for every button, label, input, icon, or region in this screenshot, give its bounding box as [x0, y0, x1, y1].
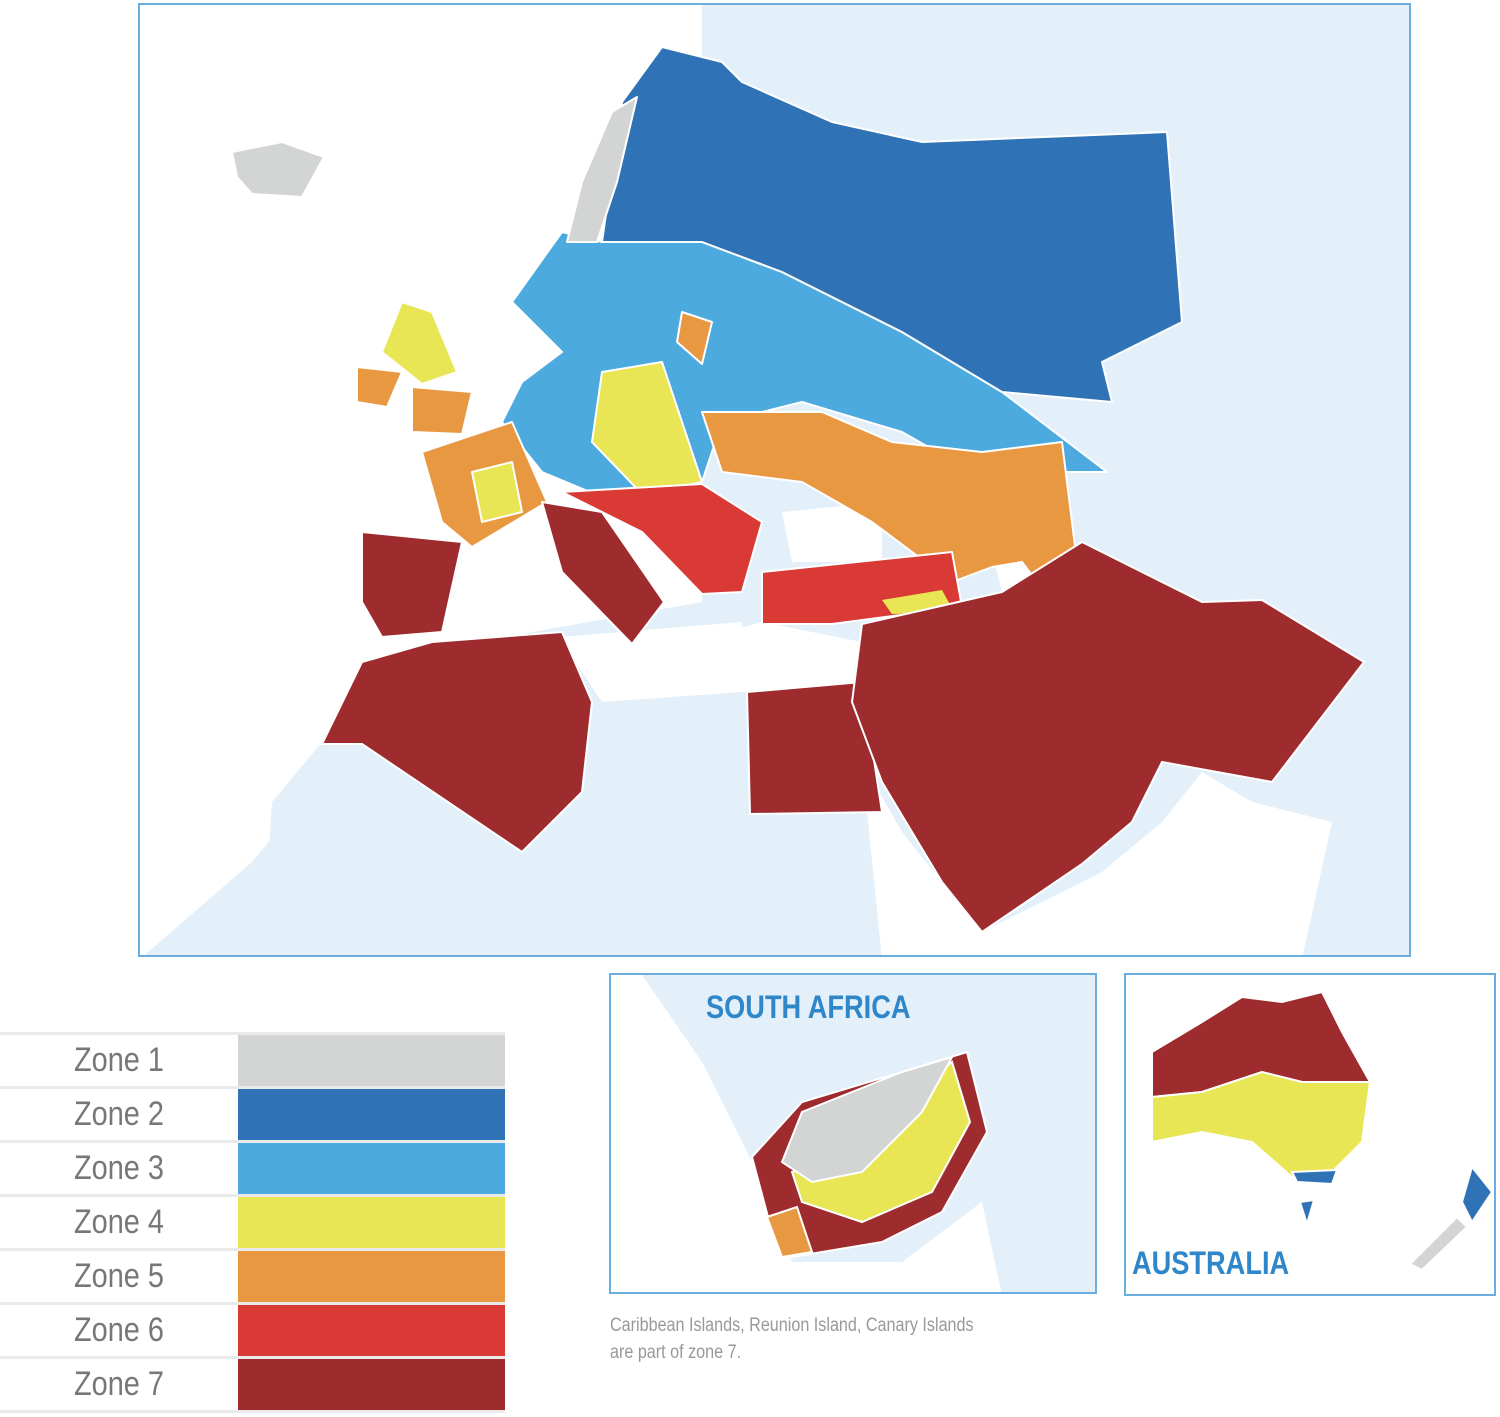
- zone-4-region: [381, 301, 458, 385]
- inset-south-africa: SOUTH AFRICA: [609, 973, 1097, 1294]
- legend-label: Zone 5: [74, 1257, 164, 1295]
- legend-label: Zone 4: [74, 1203, 164, 1241]
- main-map-svg: [144, 5, 1409, 955]
- legend-swatch: [238, 1359, 505, 1410]
- legend-row-zone-1: Zone 1: [0, 1032, 505, 1086]
- south-africa-label: SOUTH AFRICA: [706, 989, 911, 1025]
- zone-2-region: [601, 46, 1183, 403]
- zone-7-region: [361, 531, 463, 638]
- note-line-2: are part of zone 7.: [610, 1342, 742, 1363]
- zone-1-iceland: [231, 141, 325, 198]
- australia-label: AUSTRALIA: [1132, 1245, 1290, 1281]
- zone-1-region: [566, 96, 638, 243]
- legend-swatch: [238, 1305, 505, 1356]
- legend-label: Zone 3: [74, 1149, 164, 1187]
- legend-row-zone-7: Zone 7: [0, 1356, 505, 1413]
- zone-note: Caribbean Islands, Reunion Island, Canar…: [610, 1312, 1018, 1366]
- legend-row-zone-2: Zone 2: [0, 1086, 505, 1140]
- legend-label: Zone 1: [74, 1041, 164, 1079]
- legend-row-zone-6: Zone 6: [0, 1302, 505, 1356]
- australia-svg: [1151, 990, 1494, 1272]
- legend-row-zone-5: Zone 5: [0, 1248, 505, 1302]
- legend-swatch: [238, 1143, 505, 1194]
- south-africa-svg: [611, 975, 1095, 1292]
- legend-swatch: [238, 1197, 505, 1248]
- legend-label: Zone 2: [74, 1095, 164, 1133]
- legend-swatch: [238, 1089, 505, 1140]
- legend-row-zone-3: Zone 3: [0, 1140, 505, 1194]
- legend-swatch: [238, 1251, 505, 1302]
- inset-australia: AUSTRALIA: [1124, 973, 1496, 1296]
- legend-label: Zone 6: [74, 1311, 164, 1349]
- note-line-1: Caribbean Islands, Reunion Island, Canar…: [610, 1315, 974, 1336]
- main-map-europe-middle-east: [138, 3, 1411, 957]
- legend-swatch: [238, 1035, 505, 1086]
- legend-label: Zone 7: [74, 1365, 164, 1403]
- zone-6-region: [561, 483, 763, 595]
- zone-legend: Zone 1 Zone 2 Zone 3 Zone 4 Zone 5 Zone …: [0, 1032, 505, 1413]
- legend-row-zone-4: Zone 4: [0, 1194, 505, 1248]
